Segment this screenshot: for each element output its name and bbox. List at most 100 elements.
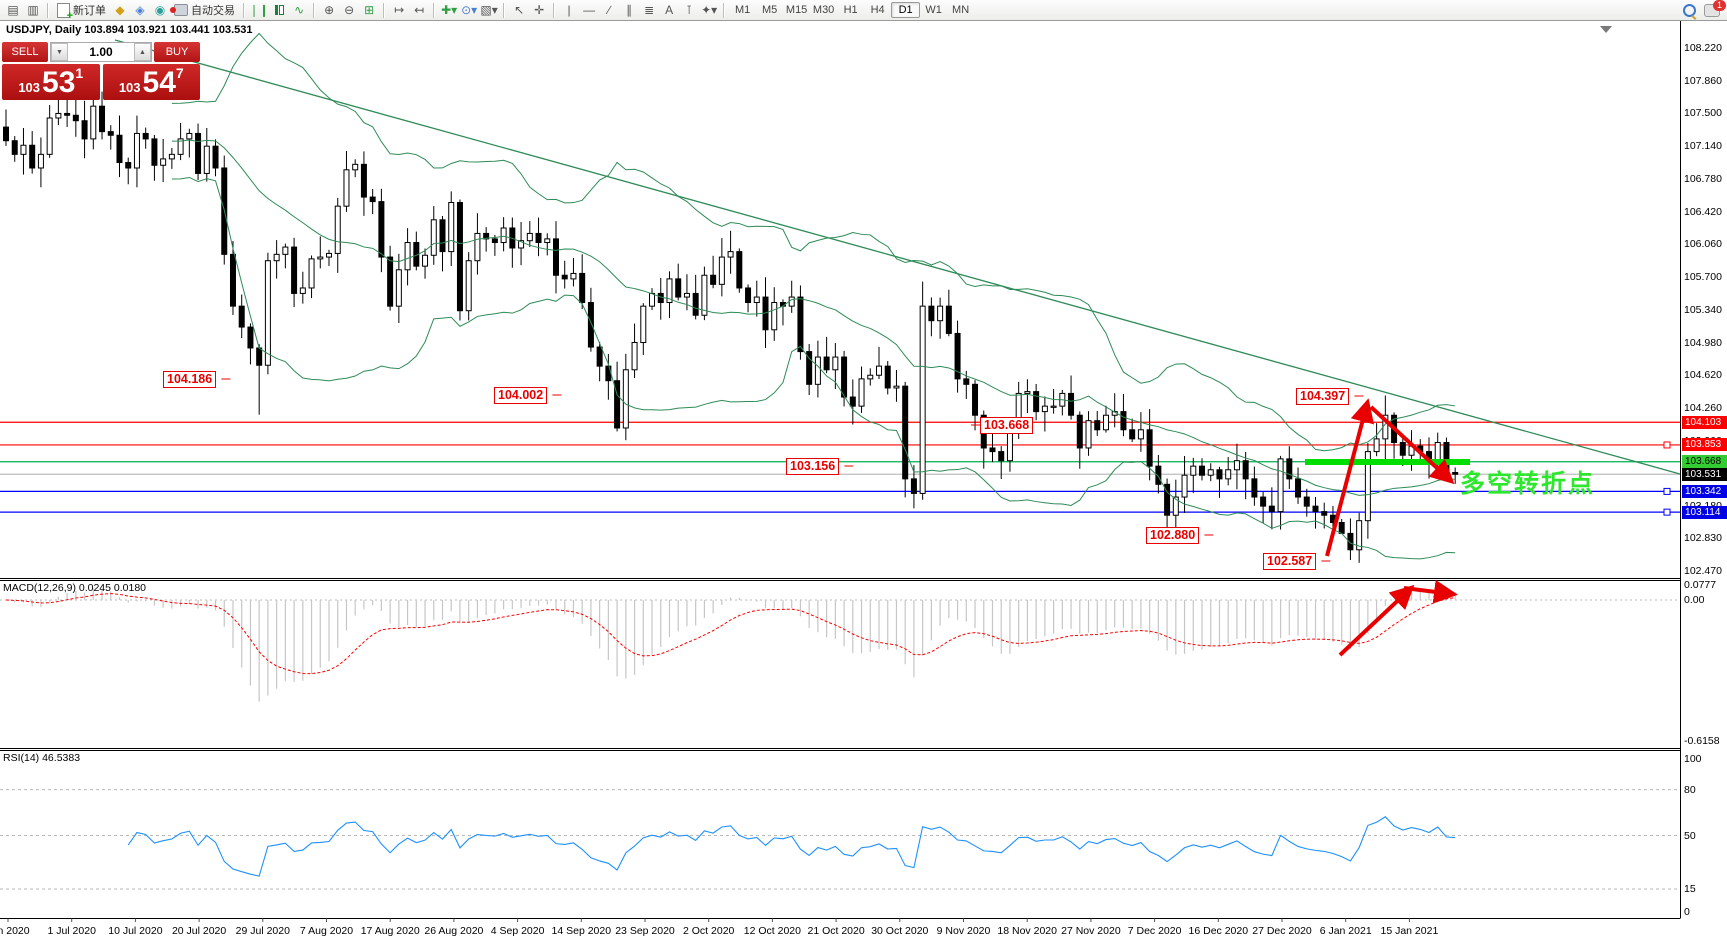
date-tick: 21 Oct 2020 [807, 925, 865, 937]
profile-icon[interactable]: ▥ [27, 3, 39, 17]
date-tick: 2 Oct 2020 [683, 925, 735, 937]
arrows-dropdown-icon[interactable]: ✦▾ [701, 3, 718, 17]
main-pane [0, 32, 1680, 563]
search-icon[interactable] [1683, 3, 1696, 17]
auto-scroll-icon[interactable]: ↦ [394, 3, 405, 17]
toolbar: ▤ ▥ 新订单 ◆ ◈ ◉ 自动交易 ❘❙ ∿ ⊕ ⊖ ⊞ ↦ ↤ ✚▾ ⊙▾ … [0, 0, 1727, 22]
indicators-dropdown-icon[interactable]: ✚▾ [441, 3, 458, 17]
volume-input[interactable]: 1.00 [89, 45, 113, 59]
bar-chart-icon[interactable]: ❘❙ [249, 3, 270, 17]
timeframe-h1[interactable]: H1 [843, 4, 858, 16]
timeframe-m1[interactable]: M1 [734, 4, 751, 16]
zoom-out-icon[interactable]: ⊖ [344, 3, 355, 17]
separator [383, 2, 386, 18]
rsi-axis-tick: 100 [1684, 753, 1702, 765]
price-tag-103.668: 103.668 [1682, 455, 1727, 469]
timeframe-m15[interactable]: M15 [785, 4, 808, 16]
equidistant-channel-icon[interactable]: ∥ [626, 3, 633, 17]
new-order-label: 新订单 [73, 5, 106, 17]
analyst-price-label-102.880[interactable]: 102.880 [1146, 527, 1200, 544]
chart-shift-icon[interactable]: ↤ [414, 3, 425, 17]
news-broadcast-icon[interactable]: ◉ [154, 3, 166, 17]
separator [313, 2, 316, 18]
buy-price-base: 103 [118, 80, 141, 95]
date-tick: 30 Oct 2020 [871, 925, 929, 937]
price-tick: 107.140 [1684, 140, 1722, 153]
macd-axis-tick: -0.6158 [1684, 735, 1720, 747]
new-chart-icon[interactable]: ▤ [7, 3, 19, 17]
zoom-in-icon[interactable]: ⊕ [324, 3, 335, 17]
cursor-icon[interactable]: ↖ [514, 3, 525, 17]
autotrading-button[interactable]: 自动交易 [170, 2, 239, 19]
analyst-price-label-104.397[interactable]: 104.397 [1296, 388, 1350, 405]
candlestick-chart-icon[interactable] [269, 2, 289, 19]
date-tick: Jun 2020 [0, 925, 30, 937]
rsi-axis-tick: 50 [1684, 829, 1696, 842]
analyst-note-text[interactable]: 多空转折点 [1460, 470, 1596, 498]
macd-axis-tick: 0.00 [1684, 594, 1705, 606]
rsi-pane [0, 789, 1680, 890]
periods-dropdown-icon[interactable]: ⊙▾ [461, 3, 478, 17]
support-highlight-bar [1305, 459, 1470, 465]
price-tick: 105.340 [1684, 303, 1722, 316]
one-click-trading-panel: SELL ▼ 1.00 ▲ BUY 103 53 1 103 54 7 [2, 42, 200, 100]
text-label-icon[interactable]: ⊺ [685, 3, 693, 17]
analyst-price-label-104.186[interactable]: 104.186 [163, 371, 217, 388]
price-tick: 107.500 [1684, 107, 1722, 120]
volume-decrease-button[interactable]: ▼ [51, 43, 68, 61]
sell-price-display[interactable]: 103 53 1 [2, 64, 100, 100]
fibonacci-icon[interactable]: ≣ [644, 3, 655, 17]
separator [47, 2, 49, 18]
trend-arrow [1325, 398, 1375, 557]
timeframe-h4[interactable]: H4 [870, 4, 885, 16]
timeframe-mn[interactable]: MN [952, 4, 970, 16]
timeframe-m30[interactable]: M30 [812, 4, 835, 16]
new-order-button[interactable]: 新订单 [53, 2, 110, 22]
chart-ohlc-header: USDJPY, Daily 103.894 103.921 103.441 10… [6, 24, 253, 36]
vertical-line-icon[interactable]: | [567, 3, 571, 17]
price-tick: 108.220 [1684, 42, 1722, 54]
crosshair-icon[interactable]: ✛ [534, 3, 545, 17]
timeframe-m5[interactable]: M5 [761, 4, 778, 16]
signals-icon[interactable]: ◈ [135, 3, 145, 17]
sell-button[interactable]: SELL [2, 42, 48, 62]
separator [243, 2, 245, 18]
buy-price-display[interactable]: 103 54 7 [102, 64, 200, 100]
notification-badge: 1 [1713, 0, 1726, 11]
price-tag-103.531: 103.531 [1682, 467, 1727, 481]
price-tick: 102.470 [1684, 564, 1722, 577]
line-chart-icon[interactable]: ∿ [294, 3, 305, 17]
rsi-indicator-label: RSI(14) 46.5383 [3, 752, 81, 764]
horizontal-line-icon[interactable]: — [583, 3, 596, 17]
price-tag-104.103: 104.103 [1682, 415, 1727, 429]
trendline-icon[interactable]: ∕ [608, 3, 611, 17]
price-tick: 106.060 [1684, 238, 1722, 251]
price-tag-103.342: 103.342 [1682, 484, 1727, 498]
analyst-price-label-103.156[interactable]: 103.156 [786, 458, 840, 475]
templates-dropdown-icon[interactable]: ▧▾ [480, 3, 498, 17]
trend-arrow [1369, 405, 1455, 485]
separator [723, 2, 726, 18]
date-tick: 18 Nov 2020 [997, 925, 1057, 937]
sell-price-big: 53 [42, 66, 76, 99]
date-tick: 17 Aug 2020 [360, 925, 420, 937]
date-tick: 10 Jul 2020 [108, 925, 163, 937]
timeframe-d1[interactable]: D1 [891, 2, 921, 18]
macd-pane [0, 586, 1680, 702]
chat-icon[interactable]: 1 [1704, 0, 1726, 17]
timeframe-w1[interactable]: W1 [925, 4, 942, 16]
analyst-price-label-102.587[interactable]: 102.587 [1263, 553, 1317, 570]
tile-windows-icon[interactable]: ⊞ [364, 3, 375, 17]
new-order-icon [57, 2, 73, 22]
volume-increase-button[interactable]: ▲ [134, 43, 151, 61]
text-icon[interactable]: A [665, 3, 674, 17]
market-icon[interactable]: ◆ [115, 3, 125, 17]
analyst-price-label-103.668[interactable]: 103.668 [980, 417, 1034, 434]
buy-button[interactable]: BUY [154, 42, 200, 62]
date-tick: 23 Sep 2020 [615, 925, 675, 937]
analyst-price-label-104.002[interactable]: 104.002 [494, 387, 548, 404]
price-tick: 105.700 [1684, 271, 1722, 284]
price-tick: 104.260 [1684, 401, 1722, 414]
price-tick: 102.830 [1684, 531, 1722, 544]
